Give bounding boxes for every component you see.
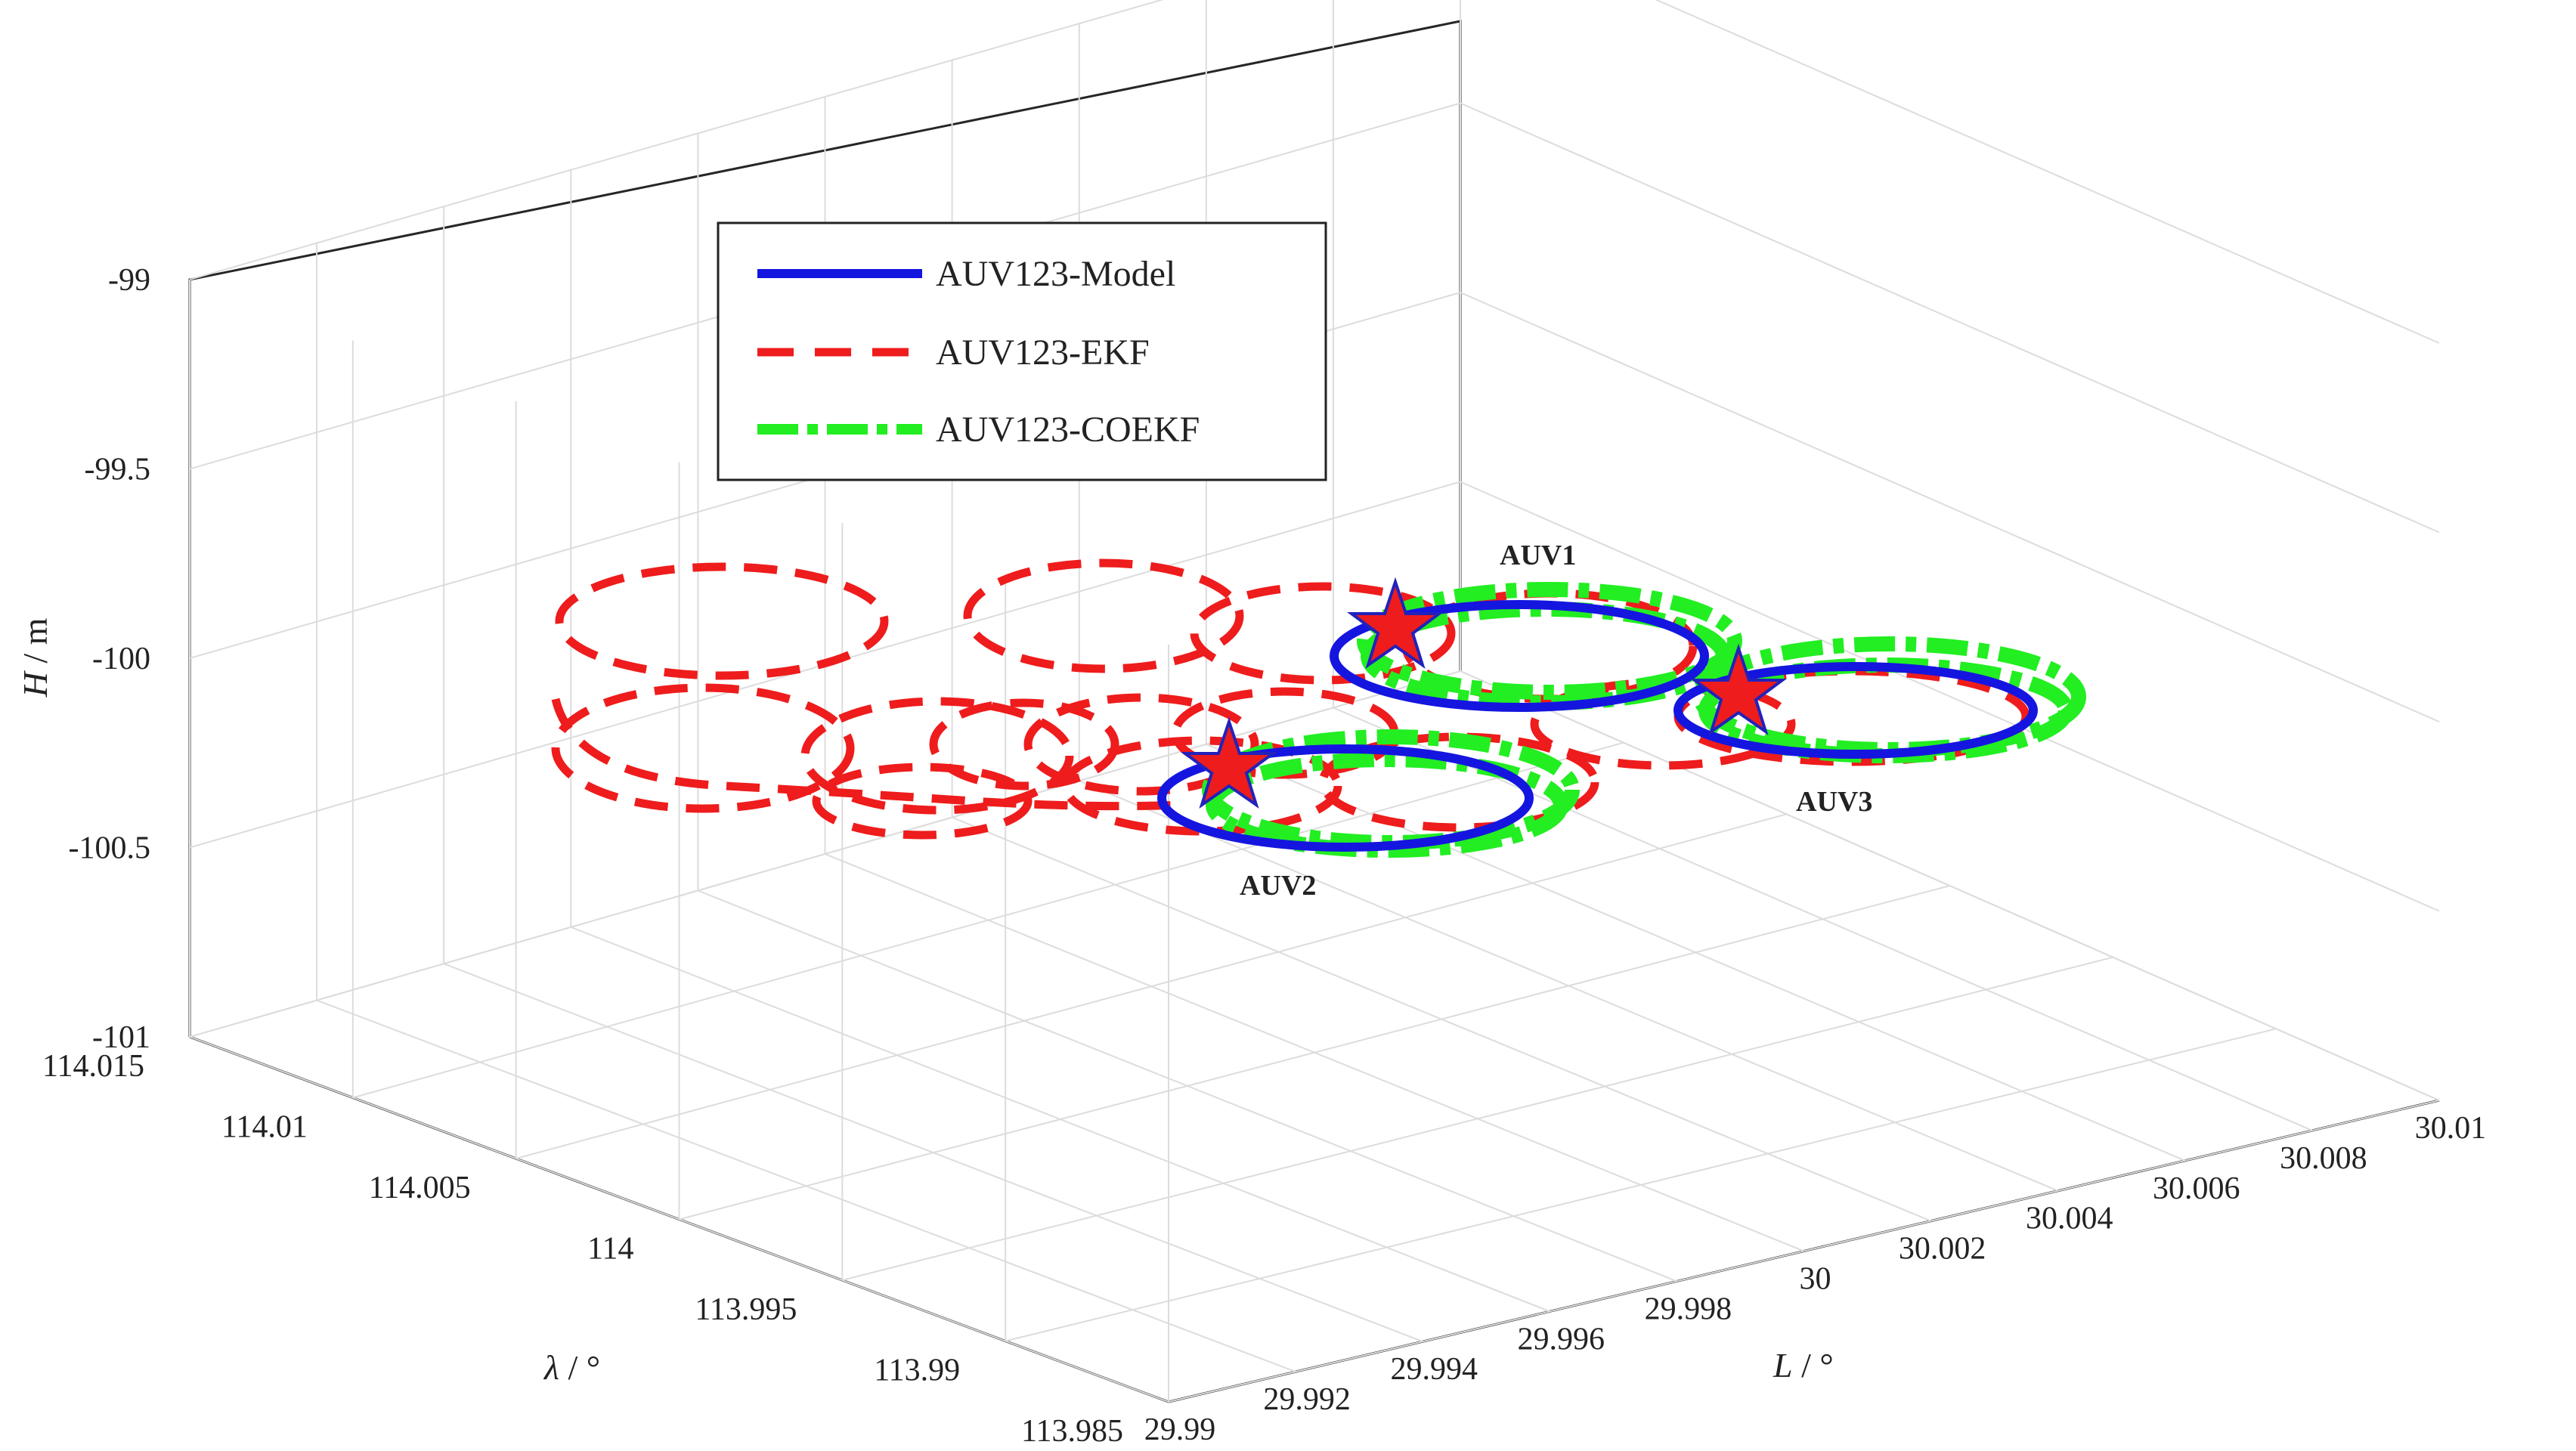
y-tick-label: 114 — [587, 1232, 633, 1267]
legend: AUV123-Model AUV123-EKF AUV123-COEKF — [717, 221, 1327, 481]
ekf-loop — [555, 562, 889, 680]
coekf-circle-auv1-inner — [1361, 602, 1731, 710]
grid-line-floor-y — [842, 956, 2113, 1281]
ekf-loop — [929, 698, 1119, 790]
x-tick-label: 30 — [1800, 1262, 1831, 1297]
legend-label-coekf: AUV123-COEKF — [936, 410, 1200, 450]
z-tick-label: -100 — [92, 642, 150, 676]
coekf-circle-auv2-inner — [1206, 752, 1568, 858]
grid-line-floor-y — [516, 813, 1787, 1159]
grid-line-wall-z-right — [1460, 481, 2440, 912]
x-tick-label: 29.998 — [1645, 1292, 1732, 1326]
grid-line-floor-y — [1005, 1028, 2277, 1342]
coekf-circle-auv1 — [1357, 582, 1742, 700]
star-marker-auv2 — [1180, 716, 1278, 809]
ekf-loop — [551, 683, 855, 813]
start-markers — [1180, 577, 1788, 809]
ekf-loop — [1061, 736, 1342, 836]
y-tick-label: 114.015 — [42, 1049, 144, 1084]
y-tick-label: 114.01 — [221, 1110, 308, 1145]
x-axis-unit: / ° — [1801, 1346, 1834, 1384]
z-tick-label: -99.5 — [85, 453, 151, 487]
ekf-loop — [1190, 582, 1456, 685]
x-tick-label: 30.002 — [1899, 1232, 1986, 1267]
legend-label-ekf: AUV123-EKF — [936, 333, 1150, 373]
grid-line-floor-y — [1168, 1100, 2440, 1403]
grid-line-wall-z-right — [1460, 292, 2440, 722]
y-tick-label: 113.99 — [874, 1354, 960, 1388]
x-tick-label: 30.008 — [2280, 1141, 2367, 1176]
ticks: 29.99 29.992 29.994 29.996 29.998 30 30.002 30.… — [42, 263, 2486, 1449]
z-axis-symbol: H — [16, 670, 54, 698]
z-tick-label: -99 — [108, 263, 150, 298]
star-marker-auv1 — [1346, 577, 1444, 669]
x-tick-label: 29.994 — [1390, 1352, 1478, 1387]
ekf-loop — [963, 558, 1244, 673]
x-tick-label: 30.006 — [2153, 1171, 2240, 1206]
ekf-loop — [1023, 693, 1259, 796]
y-tick-label: 113.985 — [1021, 1414, 1123, 1449]
auv3-label: AUV3 — [1796, 786, 1872, 818]
ekf-loop — [800, 697, 1074, 815]
series-coekf — [1202, 582, 2086, 858]
grid-line-floor-y — [679, 885, 1950, 1221]
x-tick-label: 29.992 — [1263, 1382, 1351, 1417]
star-marker-auv3 — [1689, 643, 1788, 735]
ekf-trail — [551, 698, 1180, 811]
z-tick-label: -100.5 — [69, 831, 151, 866]
y-axis-symbol: λ — [543, 1348, 559, 1387]
series-model — [1157, 600, 2038, 852]
grid-line-wall-z-right — [1460, 102, 2440, 534]
grid-line-wall-z-right — [1655, 0, 2440, 344]
ekf-loop — [812, 763, 1033, 840]
x-tick-label: 29.99 — [1144, 1412, 1216, 1447]
ekf-loop — [1318, 732, 1599, 832]
x-tick-label: 30.01 — [2415, 1111, 2487, 1146]
z-axis-label: H / m — [16, 617, 54, 698]
legend-label-model: AUV123-Model — [936, 254, 1175, 294]
grid — [189, 0, 2440, 1403]
x-axis-label: L / ° — [1773, 1346, 1834, 1384]
auv1-label: AUV1 — [1500, 540, 1576, 571]
grid-line-wall-z-right — [1460, 670, 2440, 1101]
z-tick-label: -101 — [92, 1020, 150, 1055]
z-axis-unit: / m — [16, 617, 54, 663]
model-circle-auv3 — [1673, 662, 2038, 759]
x-tick-label: 29.996 — [1518, 1322, 1605, 1357]
grid-line-wall-z-left — [189, 0, 1164, 280]
x-tick-label: 30.004 — [2026, 1202, 2113, 1236]
model-circle-auv2 — [1157, 744, 1534, 852]
y-tick-label: 113.995 — [695, 1292, 797, 1327]
x-axis-symbol: L — [1773, 1346, 1793, 1384]
grid-line-floor-y — [352, 741, 1624, 1099]
auv2-label: AUV2 — [1240, 870, 1316, 902]
y-axis-unit: / ° — [568, 1348, 600, 1387]
model-circle-auv1 — [1330, 600, 1709, 712]
grid-line-wall-z-left — [189, 670, 1461, 1038]
y-tick-label: 114.005 — [369, 1171, 471, 1205]
y-axis-label: λ / ° — [543, 1348, 600, 1387]
coekf-circle-auv3-inner — [1698, 657, 2073, 763]
